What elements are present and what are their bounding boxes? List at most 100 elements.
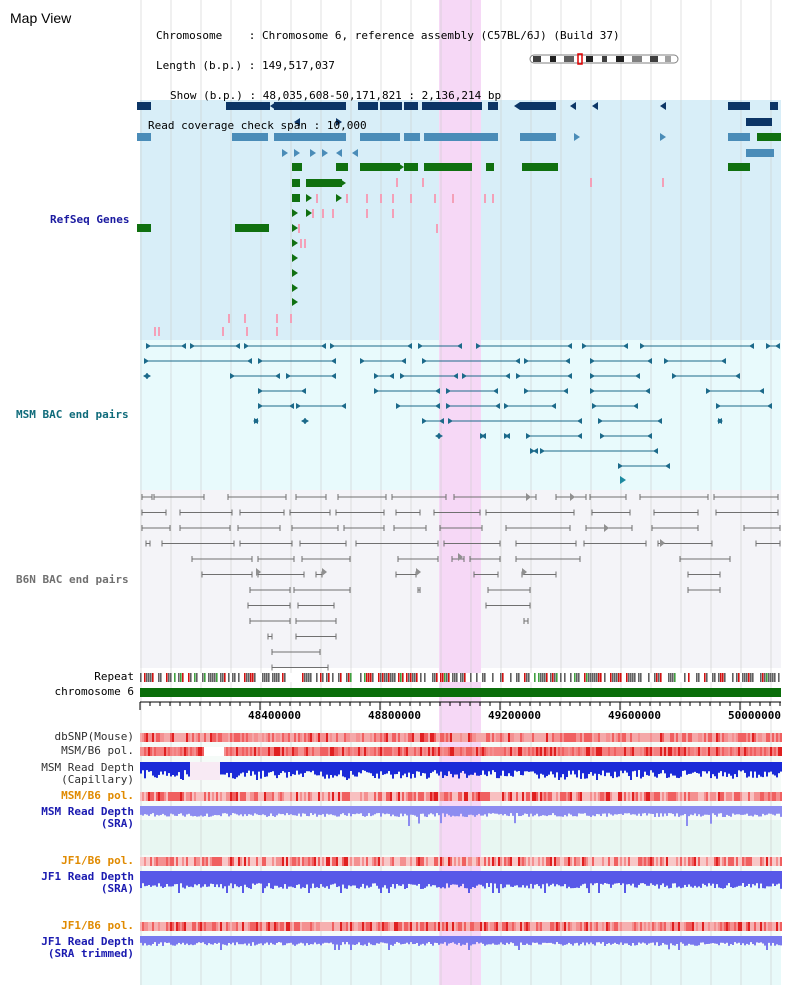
track-label-msm-depth-sra: MSM Read Depth (SRA) (20, 806, 134, 830)
depth-bar (486, 936, 488, 945)
polymorphism-cell (614, 747, 616, 756)
depth-bar (324, 806, 326, 817)
polymorphism-cell (254, 792, 256, 801)
repeat-element (764, 673, 766, 682)
polymorphism-cell (266, 792, 268, 801)
depth-bar (778, 762, 780, 774)
depth-bar (272, 871, 274, 889)
polymorphism-cell (446, 922, 448, 931)
polymorphism-cell (384, 733, 386, 742)
depth-bar (586, 806, 588, 816)
polymorphism-cell (736, 857, 738, 866)
depth-bar (442, 936, 444, 944)
polymorphism-cell (160, 922, 162, 931)
polymorphism-cell (436, 857, 438, 866)
polymorphism-cell (720, 733, 722, 742)
polymorphism-cell (698, 922, 700, 931)
bac-end-marker (645, 388, 650, 394)
polymorphism-cell (588, 733, 590, 742)
depth-bar (430, 762, 432, 774)
polymorphism-cell (436, 747, 438, 756)
polymorphism-cell (544, 857, 546, 866)
bac-end-marker (664, 358, 669, 364)
depth-bar (746, 762, 748, 778)
polymorphism-cell (330, 733, 332, 742)
polymorphism-cell (748, 747, 750, 756)
polymorphism-cell (178, 857, 180, 866)
jf1-depth-trimmed-line2: (SRA trimmed) (47, 947, 134, 960)
depth-bar (770, 762, 772, 772)
depth-bar (478, 806, 480, 814)
polymorphism-cell (318, 792, 320, 801)
polymorphism-cell (292, 792, 294, 801)
polymorphism-cell (780, 747, 782, 756)
depth-bar (302, 806, 304, 814)
polymorphism-cell (412, 747, 414, 756)
polymorphism-cell (772, 747, 774, 756)
polymorphism-cell (738, 922, 740, 931)
polymorphism-cell (414, 857, 416, 866)
polymorphism-cell (340, 733, 342, 742)
bac-end-marker (407, 343, 412, 349)
polymorphism-cell (218, 733, 220, 742)
gene-arrow (294, 163, 300, 171)
depth-bar (430, 936, 432, 944)
polymorphism-cell (174, 747, 176, 756)
repeat-element (364, 673, 366, 682)
depth-bar (412, 806, 414, 815)
gene-arrow (428, 133, 434, 141)
polymorphism-cell (146, 857, 148, 866)
polymorphism-cell (524, 733, 526, 742)
polymorphism-cell (634, 747, 636, 756)
repeat-element (470, 673, 472, 682)
depth-bar (338, 936, 340, 950)
polymorphism-cell (280, 792, 282, 801)
depth-bar (286, 806, 288, 814)
polymorphism-cell (746, 792, 748, 801)
depth-bar (158, 871, 160, 884)
polymorphism-cell (144, 857, 146, 866)
repeat-element (570, 673, 572, 682)
depth-bar (572, 871, 574, 889)
polymorphism-cell (762, 747, 764, 756)
depth-bar (624, 762, 626, 771)
depth-bar (348, 871, 350, 886)
depth-bar (520, 806, 522, 817)
depth-bar (412, 871, 414, 885)
polymorphism-cell (526, 733, 528, 742)
polymorphism-cell (238, 733, 240, 742)
polymorphism-cell (696, 747, 698, 756)
repeat-element (724, 673, 726, 682)
depth-bar (172, 936, 174, 946)
polymorphism-cell (190, 733, 192, 742)
polymorphism-cell (610, 733, 612, 742)
polymorphism-cell (726, 857, 728, 866)
polymorphism-cell (426, 792, 428, 801)
polymorphism-cell (678, 792, 680, 801)
depth-bar (210, 936, 212, 945)
polymorphism-cell (690, 747, 692, 756)
polymorphism-cell (294, 733, 296, 742)
vertical-scroll-strip[interactable] (781, 100, 800, 985)
polymorphism-cell (776, 857, 778, 866)
gene-feature (488, 133, 498, 141)
polymorphism-cell (700, 857, 702, 866)
polymorphism-cell (694, 792, 696, 801)
depth-bar (626, 806, 628, 814)
depth-bar (686, 806, 688, 826)
polymorphism-cell (142, 792, 144, 801)
chromosome-ideogram[interactable] (528, 53, 682, 65)
polymorphism-cell (256, 747, 258, 756)
polymorphism-cell (566, 792, 568, 801)
depth-bar (212, 806, 214, 816)
depth-bar (730, 806, 732, 817)
repeat-element (446, 673, 448, 682)
polymorphism-cell (182, 792, 184, 801)
polymorphism-cell (602, 733, 604, 742)
repeat-element (648, 673, 650, 682)
depth-bar (506, 762, 508, 777)
depth-bar (484, 806, 486, 815)
polymorphism-cell (324, 857, 326, 866)
polymorphism-cell (228, 792, 230, 801)
depth-bar (470, 936, 472, 946)
